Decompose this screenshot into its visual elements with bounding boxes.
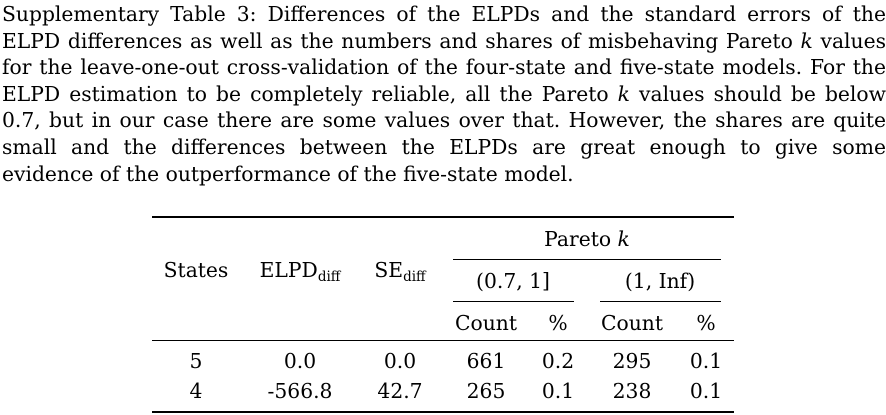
table-cell: -566.8 [267, 379, 333, 403]
table-cell: 0.1 [689, 379, 723, 403]
caption-k-2: k [617, 81, 630, 106]
caption-text-1: Differences of the ELPDs and the standar… [2, 2, 886, 53]
table-row: 4 [189, 379, 203, 403]
table-cell: 0.1 [541, 379, 575, 403]
header-elpd-diff: ELPDdiff [259, 258, 341, 285]
pareto-rule [453, 259, 721, 260]
caption-text-3: values should be below 0.7, but in our c… [2, 81, 886, 186]
header-se-diff: SEdiff [374, 258, 426, 285]
header-states: States [163, 258, 229, 282]
table-cell: 0.0 [383, 349, 417, 373]
caption-text-2: values for the leave-one-out cross-valid… [2, 28, 886, 106]
table-cell: 0.1 [689, 349, 723, 373]
range2-rule [600, 301, 721, 302]
table-cell: 42.7 [377, 379, 423, 403]
header-pct-2: % [696, 311, 716, 335]
header-count-1: Count [454, 311, 518, 335]
table-cell: 661 [466, 349, 506, 373]
mid-rule [152, 340, 734, 341]
caption-k-1: k [800, 28, 813, 53]
header-range-1: (0.7, 1] [476, 269, 550, 293]
table-row: 5 [189, 349, 203, 373]
range1-rule [453, 301, 574, 302]
results-table: States ELPDdiff SEdiff Pareto k (0.7, 1]… [152, 216, 734, 414]
table-cell: 238 [612, 379, 652, 403]
caption-label: Supplementary Table 3: [2, 2, 257, 26]
header-pct-1: % [548, 311, 568, 335]
table-cell: 265 [466, 379, 506, 403]
bottom-rule [152, 411, 734, 413]
top-rule [152, 216, 734, 218]
table-cell: 0.2 [541, 349, 575, 373]
table-cell: 0.0 [283, 349, 317, 373]
table-cell: 295 [612, 349, 652, 373]
header-range-2: (1, Inf) [624, 269, 696, 293]
header-count-2: Count [600, 311, 664, 335]
table-caption: Supplementary Table 3: Differences of th… [2, 1, 886, 187]
header-pareto-k: Pareto k [544, 227, 630, 251]
